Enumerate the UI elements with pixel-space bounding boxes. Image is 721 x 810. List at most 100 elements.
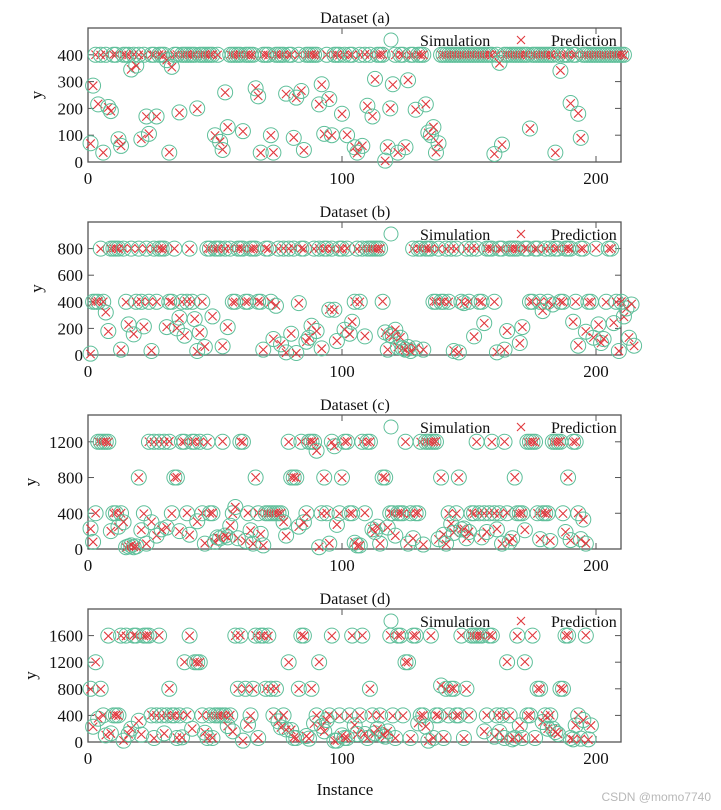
- simulation-marker: [181, 627, 198, 644]
- prediction-marker: [454, 472, 464, 483]
- simulation-marker: [527, 730, 544, 747]
- prediction-marker: [520, 525, 530, 535]
- simulation-marker: [234, 433, 251, 450]
- prediction-marker: [395, 630, 406, 640]
- prediction-marker: [418, 539, 428, 550]
- simulation-marker: [138, 108, 155, 125]
- simulation-marker: [384, 328, 401, 345]
- x-tick-label: 200: [583, 749, 609, 768]
- simulation-marker: [577, 627, 594, 644]
- simulation-marker: [410, 505, 427, 522]
- simulation-marker: [199, 730, 216, 747]
- simulation-marker: [435, 293, 452, 310]
- simulation-marker: [311, 654, 328, 671]
- prediction-marker: [278, 710, 289, 720]
- simulation-marker: [212, 133, 229, 150]
- prediction-marker: [405, 733, 416, 743]
- simulation-marker: [321, 301, 338, 318]
- prediction-marker: [599, 334, 609, 344]
- prediction-marker: [111, 710, 121, 720]
- simulation-marker: [570, 337, 587, 354]
- prediction-marker: [103, 437, 113, 447]
- y-tick-label: 200: [58, 99, 84, 118]
- prediction-marker: [555, 436, 566, 446]
- prediction-marker: [560, 631, 571, 641]
- y-tick-label: 400: [58, 706, 84, 725]
- prediction-marker: [85, 524, 96, 534]
- simulation-marker: [400, 72, 417, 89]
- prediction-marker: [606, 243, 616, 254]
- prediction-marker: [378, 472, 388, 482]
- simulation-marker: [488, 521, 505, 538]
- simulation-marker: [316, 125, 333, 142]
- prediction-marker: [362, 437, 372, 447]
- simulation-marker: [156, 433, 173, 450]
- simulation-marker: [379, 139, 396, 156]
- prediction-marker: [151, 111, 162, 122]
- x-tick-label: 100: [329, 362, 355, 381]
- simulation-marker: [306, 240, 323, 257]
- prediction-marker: [555, 296, 566, 306]
- prediction-marker: [88, 537, 98, 547]
- prediction-marker: [271, 300, 281, 310]
- simulation-marker: [247, 80, 264, 97]
- prediction-marker: [566, 98, 576, 109]
- panel-dataset-a: Dataset (a) 0 100 200 0 100 200 300 400 y Simulati…: [27, 10, 632, 188]
- x-tick-label: 100: [329, 169, 355, 188]
- simulation-marker: [100, 323, 117, 340]
- simulation-marker: [184, 293, 201, 310]
- simulation-marker: [288, 469, 305, 486]
- simulation-marker: [275, 707, 292, 724]
- simulation-marker: [539, 720, 556, 737]
- simulation-marker: [532, 531, 549, 548]
- prediction-marker: [113, 134, 124, 145]
- simulation-marker: [407, 101, 424, 118]
- simulation-marker: [427, 433, 444, 450]
- data-points: [82, 627, 599, 749]
- prediction-marker: [266, 130, 276, 140]
- simulation-marker: [110, 131, 127, 148]
- prediction-marker: [563, 243, 573, 253]
- legend-prediction-label: Prediction: [551, 420, 617, 437]
- simulation-marker: [158, 319, 175, 336]
- y-tick-label: 0: [75, 153, 84, 172]
- simulation-marker: [316, 469, 333, 486]
- simulation-marker: [430, 531, 447, 548]
- prediction-marker: [558, 508, 568, 519]
- prediction-marker: [576, 133, 586, 143]
- simulation-marker: [618, 300, 635, 317]
- simulation-marker: [125, 326, 142, 343]
- simulation-marker: [562, 240, 579, 257]
- legend-simulation-icon: [383, 226, 399, 242]
- panel-title: Dataset (c): [320, 397, 390, 414]
- simulation-marker: [577, 535, 594, 552]
- prediction-marker: [136, 525, 146, 535]
- simulation-marker: [433, 469, 450, 486]
- simulation-marker: [501, 707, 518, 724]
- simulation-marker: [361, 433, 378, 450]
- prediction-marker: [304, 332, 314, 343]
- simulation-marker: [242, 707, 259, 724]
- simulation-marker: [156, 240, 173, 257]
- simulation-marker: [415, 536, 432, 553]
- prediction-marker: [512, 631, 522, 641]
- simulation-marker: [151, 627, 168, 644]
- prediction-marker: [505, 711, 515, 721]
- prediction-marker: [441, 539, 451, 549]
- simulation-marker: [214, 141, 231, 158]
- prediction-marker: [563, 472, 573, 482]
- simulation-marker: [387, 321, 404, 338]
- prediction-marker: [431, 436, 441, 446]
- simulation-marker: [524, 627, 541, 644]
- panel-title: Dataset (a): [320, 10, 390, 27]
- legend-prediction-icon: [516, 35, 526, 45]
- simulation-marker: [582, 717, 599, 734]
- prediction-marker: [317, 344, 327, 354]
- prediction-marker: [520, 657, 530, 667]
- simulation-marker: [570, 707, 587, 724]
- simulation-marker: [295, 141, 312, 158]
- simulation-marker: [173, 729, 190, 746]
- simulation-marker: [85, 533, 102, 550]
- prediction-marker: [319, 473, 329, 483]
- simulation-marker: [303, 317, 320, 334]
